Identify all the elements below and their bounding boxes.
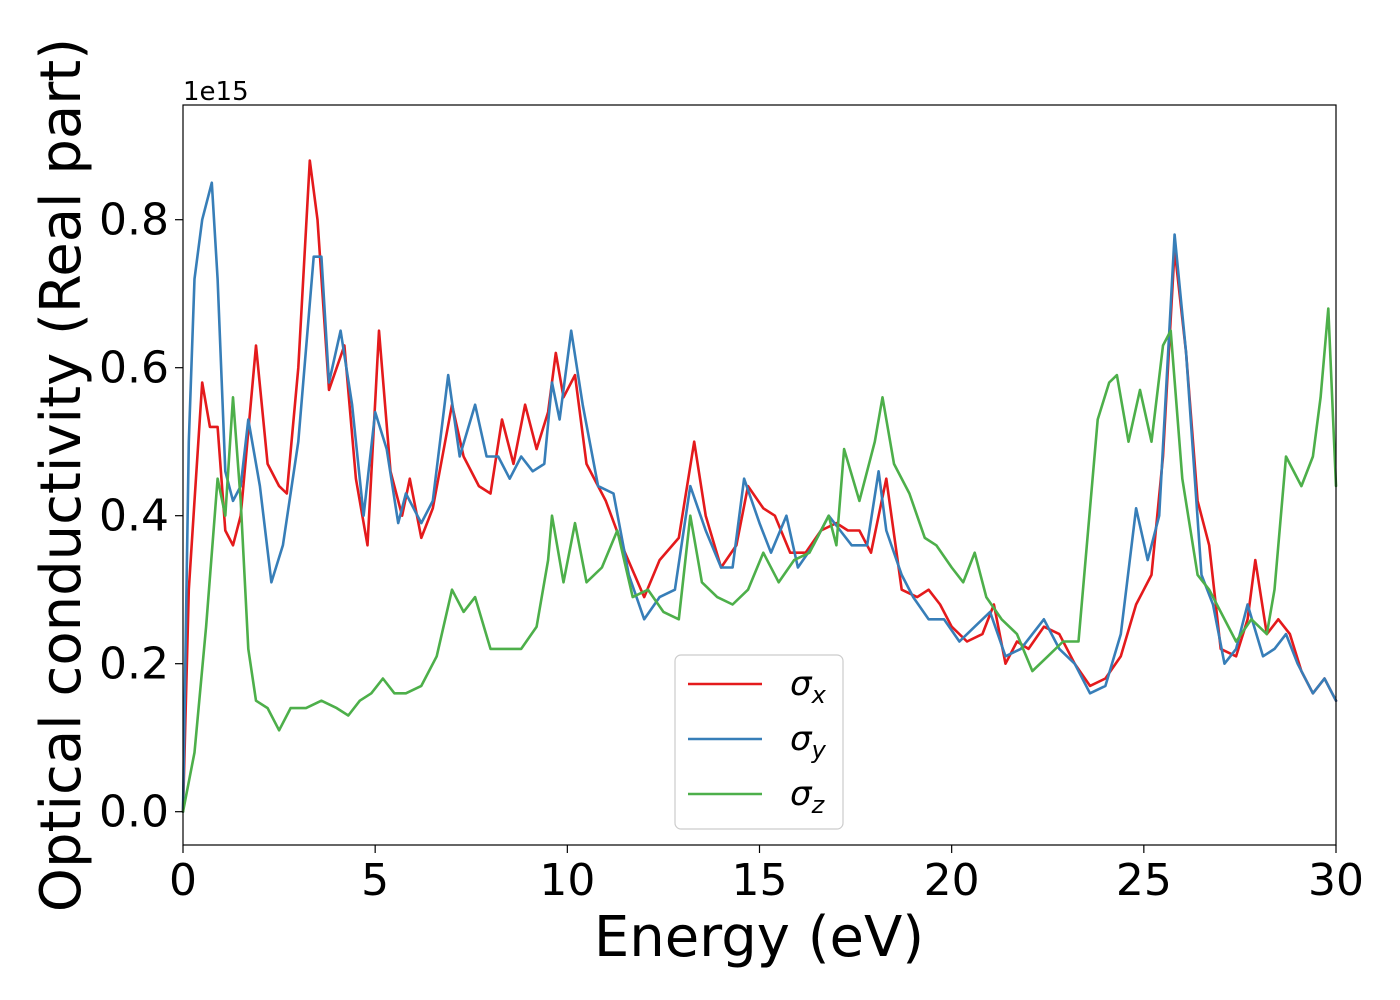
x-tick-label: 30 (1308, 855, 1364, 906)
legend-box (674, 654, 844, 830)
x-tick-label: 20 (924, 855, 980, 906)
x-tick-label: 15 (732, 855, 788, 906)
series-line-z (181, 307, 1338, 813)
legend-label-y: σy (790, 719, 827, 764)
x-axis-ticks: 0 5 10 15 20 25 30 (169, 845, 1364, 906)
y-tick-label: 0.0 (99, 787, 169, 838)
y-axis-ticks: 0.0 0.2 0.4 0.6 0.8 (99, 195, 183, 838)
y-offset-label: 1e15 (183, 77, 249, 107)
legend-entries: σx σy σz (688, 664, 827, 819)
x-tick-label: 0 (169, 855, 197, 906)
series-lines (181, 159, 1338, 813)
legend-label-z: σz (790, 774, 826, 819)
x-tick-label: 25 (1116, 855, 1172, 906)
y-tick-label: 0.6 (99, 343, 169, 394)
x-tick-label: 10 (539, 855, 595, 906)
legend-label-x: σx (790, 664, 827, 709)
x-axis-label: Energy (eV) (594, 905, 924, 970)
y-tick-label: 0.2 (99, 639, 169, 690)
y-tick-label: 0.4 (99, 491, 169, 542)
series-line-y (181, 181, 1338, 813)
x-tick-label: 5 (361, 855, 389, 906)
y-axis-label: Optical conductivity (Real part) (29, 38, 94, 912)
legend: σx σy σz (674, 654, 844, 830)
y-tick-label: 0.8 (99, 195, 169, 246)
